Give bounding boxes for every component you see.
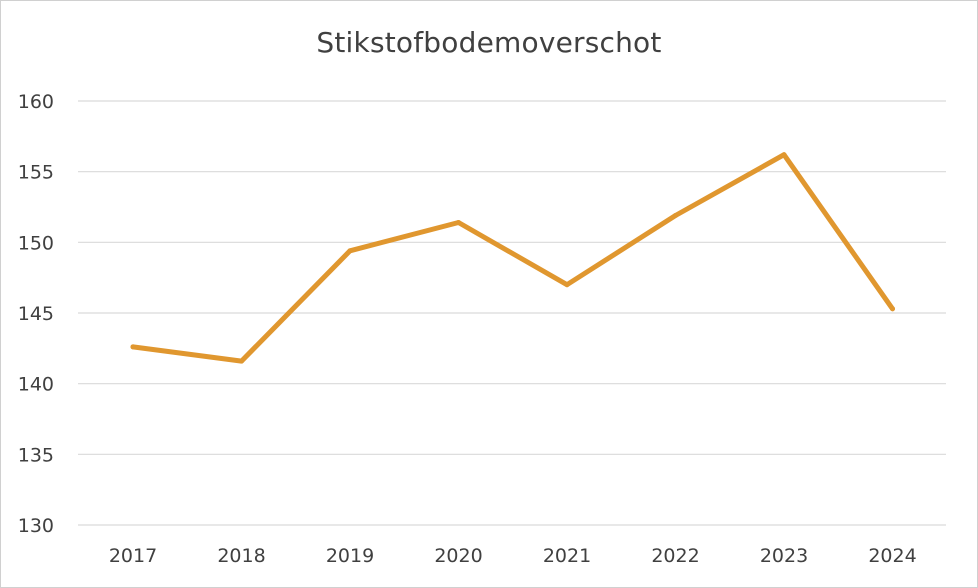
data-point [673,212,678,218]
x-tick-label: 2019 [326,545,374,567]
x-tick-label: 2022 [651,545,699,567]
x-tick-label: 2024 [868,545,916,567]
y-tick-label: 145 [18,303,54,325]
y-tick-label: 160 [18,91,54,113]
data-point [890,306,895,312]
y-tick-label: 135 [18,444,54,466]
data-point [564,282,570,288]
data-point [781,152,787,158]
x-axis-ticks: 2017 2018 2019 2020 2021 2022 2023 2024 [109,545,917,567]
series-layer [130,152,895,364]
data-point [347,248,353,254]
x-tick-label: 2021 [543,545,591,567]
data-point [130,344,136,350]
x-tick-label: 2023 [760,545,808,567]
y-tick-label: 130 [18,515,54,537]
chart-title: Stikstofbodemoverschot [316,26,662,59]
gridlines [78,100,946,526]
data-point [456,220,461,226]
y-tick-label: 140 [18,374,54,396]
x-tick-label: 2017 [109,545,157,567]
x-tick-label: 2020 [434,545,482,567]
series-line [130,152,895,364]
y-tick-label: 155 [18,162,54,184]
y-tick-label: 150 [18,232,54,254]
y-axis-ticks: 130 135 140 145 150 155 160 [18,91,54,537]
data-point [239,358,244,364]
x-tick-label: 2018 [217,545,265,567]
